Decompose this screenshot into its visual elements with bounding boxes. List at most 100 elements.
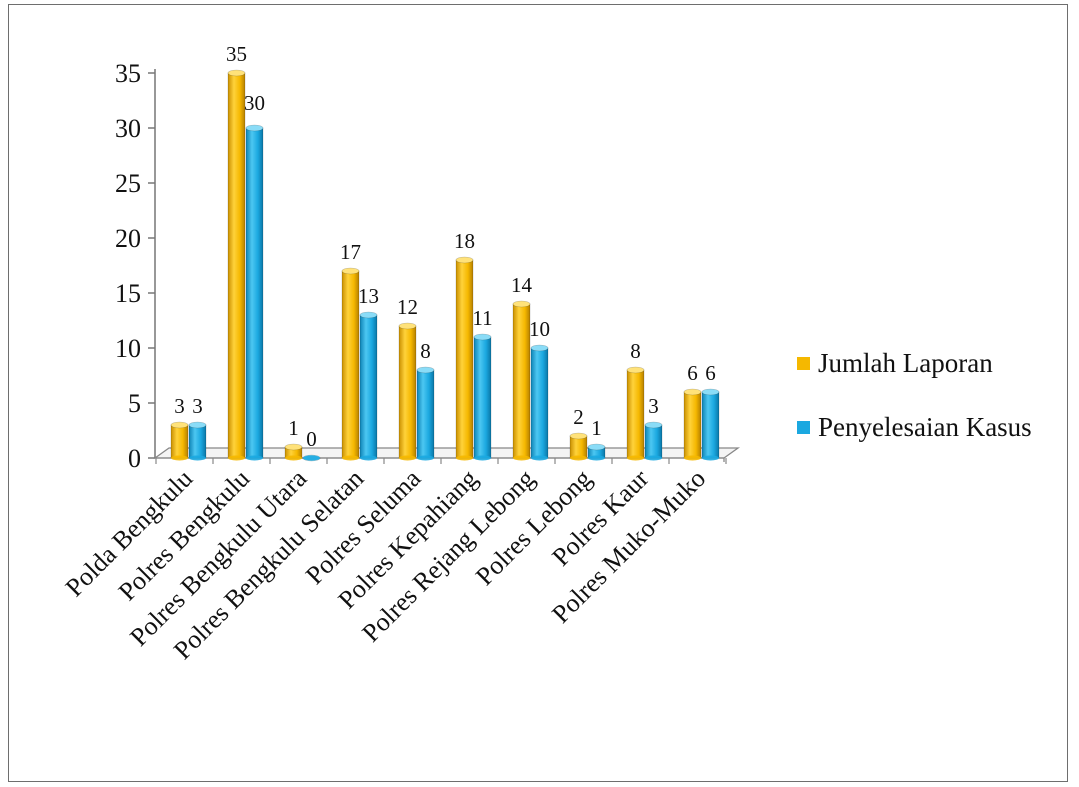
bar-jumlah-laporan (626, 366, 645, 461)
bar-base (456, 455, 473, 461)
bar-top (188, 421, 207, 429)
y-tick-label: 5 (128, 389, 141, 418)
bar-base (645, 455, 662, 461)
data-label: 13 (358, 284, 379, 308)
y-tick-label: 15 (115, 279, 141, 308)
bar-top (341, 267, 360, 275)
chart-legend: Jumlah Laporan Penyelesaian Kasus (797, 348, 1032, 442)
bar-jumlah-laporan (170, 421, 189, 461)
y-tick-label: 0 (128, 444, 141, 473)
bar-body (227, 72, 246, 459)
bar-top (701, 388, 720, 396)
bar-base (570, 455, 587, 461)
bar-penyelesaian-kasus (530, 344, 549, 461)
bar-base (588, 455, 605, 461)
bar-base (684, 455, 701, 461)
data-label: 10 (529, 317, 550, 341)
bar-base (285, 455, 302, 461)
bar-top (473, 333, 492, 341)
data-label: 6 (687, 361, 698, 385)
bar-penyelesaian-kasus (245, 124, 264, 461)
bar-top (416, 366, 435, 374)
bar-base (303, 455, 320, 461)
bar-jumlah-laporan (341, 267, 360, 461)
bar-jumlah-laporan (398, 322, 417, 461)
y-tick-label: 30 (115, 114, 141, 143)
bar-base (342, 455, 359, 461)
data-label: 14 (511, 273, 533, 297)
bar-penyelesaian-kasus (701, 388, 720, 461)
bar-top (455, 256, 474, 264)
bar-penyelesaian-kasus (587, 443, 606, 461)
bar-base (702, 455, 719, 461)
bar-base (228, 455, 245, 461)
bar-penyelesaian-kasus (359, 311, 378, 461)
bar-top (512, 300, 531, 308)
bar-body (512, 303, 531, 459)
bar-top (530, 344, 549, 352)
bar-penyelesaian-kasus (473, 333, 492, 461)
bar-body (530, 347, 549, 459)
legend-swatch (797, 421, 810, 434)
data-label: 8 (630, 339, 641, 363)
bar-body (341, 270, 360, 459)
bar-base (246, 455, 263, 461)
legend-label: Jumlah Laporan (818, 348, 993, 378)
data-label: 8 (420, 339, 431, 363)
bar-top (398, 322, 417, 330)
data-label: 17 (340, 240, 361, 264)
bar-top (359, 311, 378, 319)
bar-jumlah-laporan (455, 256, 474, 461)
data-label: 12 (397, 295, 418, 319)
bar-penyelesaian-kasus (416, 366, 435, 461)
bar-penyelesaian-kasus (188, 421, 207, 461)
bar-jumlah-laporan (512, 300, 531, 461)
bar-base (360, 455, 377, 461)
data-label: 30 (244, 91, 265, 115)
chart-bars (170, 69, 720, 462)
bar-top (569, 432, 588, 440)
bar-body (701, 391, 720, 459)
bar-body (170, 424, 189, 459)
data-label: 18 (454, 229, 475, 253)
bar-top (245, 124, 264, 132)
y-tick-label: 35 (115, 59, 141, 88)
bar-base (627, 455, 644, 461)
bar-top (626, 366, 645, 374)
bar-body (188, 424, 207, 459)
bar-top (683, 388, 702, 396)
bar-body (416, 369, 435, 459)
bar-top (227, 69, 246, 77)
data-label: 3 (192, 394, 203, 418)
data-label: 35 (226, 42, 247, 66)
data-label: 3 (648, 394, 659, 418)
bar-base (417, 455, 434, 461)
data-label: 3 (174, 394, 185, 418)
bar-body (455, 259, 474, 459)
y-tick-label: 25 (115, 169, 141, 198)
bar-body (473, 336, 492, 459)
data-label: 2 (573, 405, 584, 429)
bar-base (513, 455, 530, 461)
bar-jumlah-laporan (569, 432, 588, 461)
data-label: 11 (472, 306, 492, 330)
y-tick-label: 20 (115, 224, 141, 253)
bar-jumlah-laporan (284, 443, 303, 461)
bar-jumlah-laporan (227, 69, 246, 461)
legend-label: Penyelesaian Kasus (818, 412, 1032, 442)
bar-penyelesaian-kasus (644, 421, 663, 461)
bar-body (626, 369, 645, 459)
bar-base (171, 455, 188, 461)
bar-base (399, 455, 416, 461)
bar-top (644, 421, 663, 429)
bar-base (474, 455, 491, 461)
data-label: 0 (306, 427, 317, 451)
data-label: 6 (705, 361, 716, 385)
data-label: 1 (591, 416, 602, 440)
bar-body (683, 391, 702, 459)
bar-base (531, 455, 548, 461)
bar-jumlah-laporan (683, 388, 702, 461)
